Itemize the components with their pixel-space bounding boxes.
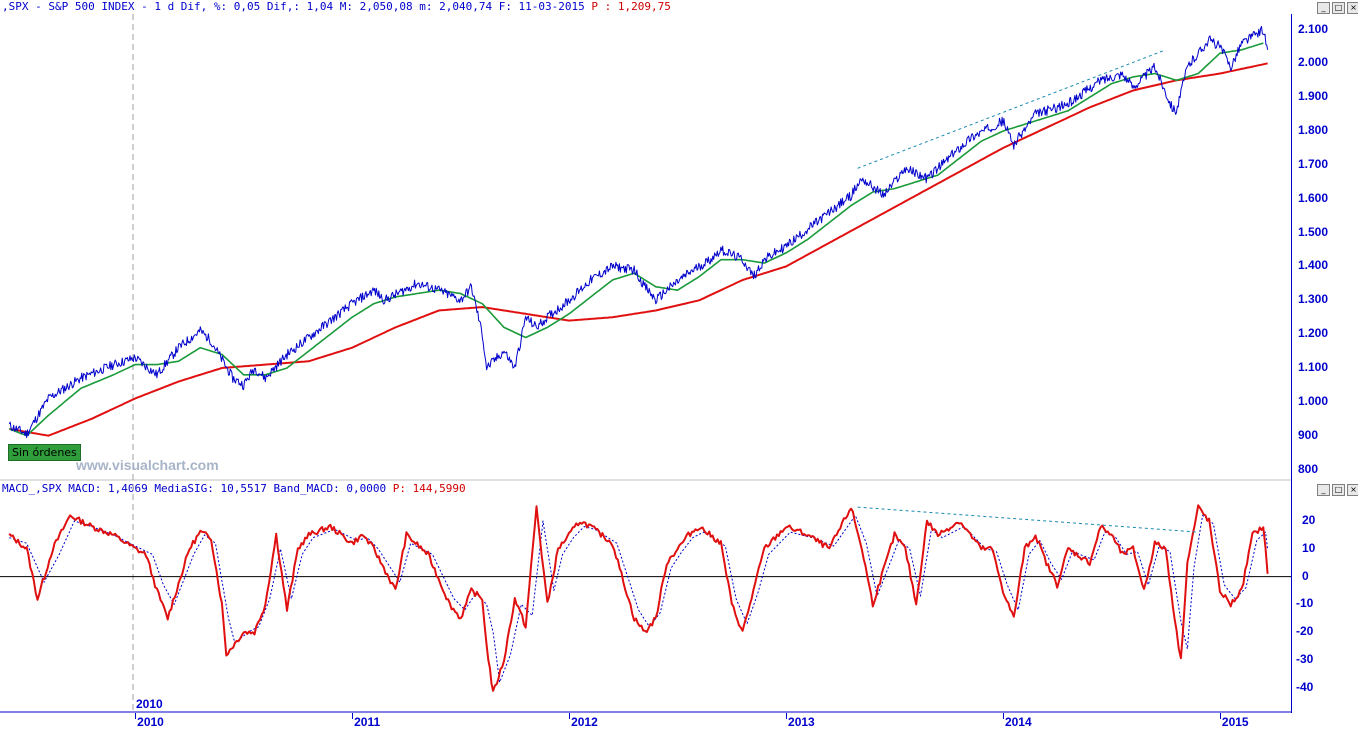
macd-trendline[interactable] [857,506,1199,533]
price-chart-title: ,SPX - S&P 500 INDEX - 1 d Dif, %: 0,05 … [2,0,671,13]
close-icon[interactable]: × [1347,484,1358,496]
macd-y-tick-label: -10 [1296,596,1314,611]
x-tick-label: 2014 [1004,715,1032,729]
x-tick-label: 2011 [354,715,381,729]
macd-chart-title: MACD_,SPX MACD: 1,4069 MediaSIG: 10,5517… [2,482,466,495]
price-y-tick-label: 1.300 [1298,292,1329,307]
x-tick-label: 2013 [788,715,815,729]
sma-long-line [9,62,1268,437]
macd-y-tick-label: 20 [1302,513,1316,527]
x-tick-mark [786,713,788,719]
macd-plot [0,504,1291,692]
x-tick-mark [1002,713,1004,719]
price-y-tick-label: 900 [1298,427,1319,442]
price-panel-window-controls: _ □ × [1317,2,1358,14]
price-y-tick-label: 1.200 [1298,326,1329,341]
minimize-icon[interactable]: _ [1317,484,1330,496]
maximize-icon[interactable]: □ [1332,484,1345,496]
macd-y-tick-label: -40 [1296,679,1314,694]
price-y-tick-label: 1.800 [1298,123,1329,138]
price-y-tick-label: 2.000 [1298,55,1329,70]
price-y-tick-label: 1.500 [1298,224,1329,239]
price-trendline[interactable] [857,49,1166,169]
sma-short-line [8,42,1264,437]
macd-line [8,504,1269,692]
x-tick-mark [352,713,354,719]
price-line [8,26,1269,439]
macd-y-axis [1291,14,1292,713]
maximize-icon[interactable]: □ [1332,2,1345,14]
macd-y-tick-label: -30 [1296,651,1314,666]
x-tick-label: 2012 [571,715,598,729]
macd-panel-window-controls: _ □ × [1317,484,1358,496]
price-value: P : 1,209,75 [591,0,671,13]
price-y-tick-label: 1.100 [1298,360,1329,374]
price-y-tick-label: 1.600 [1298,190,1329,205]
macd-price-value: P: 144,5990 [392,482,466,495]
price-y-tick-label: 1.400 [1298,258,1329,273]
price-y-tick-label: 2.100 [1298,21,1329,36]
x-tick-mark [569,713,571,719]
signal-line [9,515,1269,683]
x-tick-mark [135,713,137,719]
price-y-tick-label: 1.000 [1298,393,1329,408]
macd-y-tick-label: 0 [1302,568,1309,583]
price-y-tick-label: 1.900 [1298,89,1329,104]
price-y-tick-label: 800 [1298,461,1319,476]
x-tick-mark [1219,713,1221,719]
orders-badge[interactable]: Sin órdenes [8,444,81,461]
close-icon[interactable]: × [1347,2,1358,14]
x-tick-label: 2015 [1221,715,1249,729]
price-y-tick-label: 1.700 [1298,156,1329,171]
watermark: www.visualchart.com [76,457,219,473]
macd-y-tick-label: -20 [1296,624,1314,639]
price-plot [8,26,1269,439]
x-tick-label: 2010 [137,715,164,729]
minimize-icon[interactable]: _ [1317,2,1330,14]
cursor-date-label: 2010 [136,697,163,711]
macd-y-tick-label: 10 [1302,540,1316,555]
trendlines [857,49,1199,533]
